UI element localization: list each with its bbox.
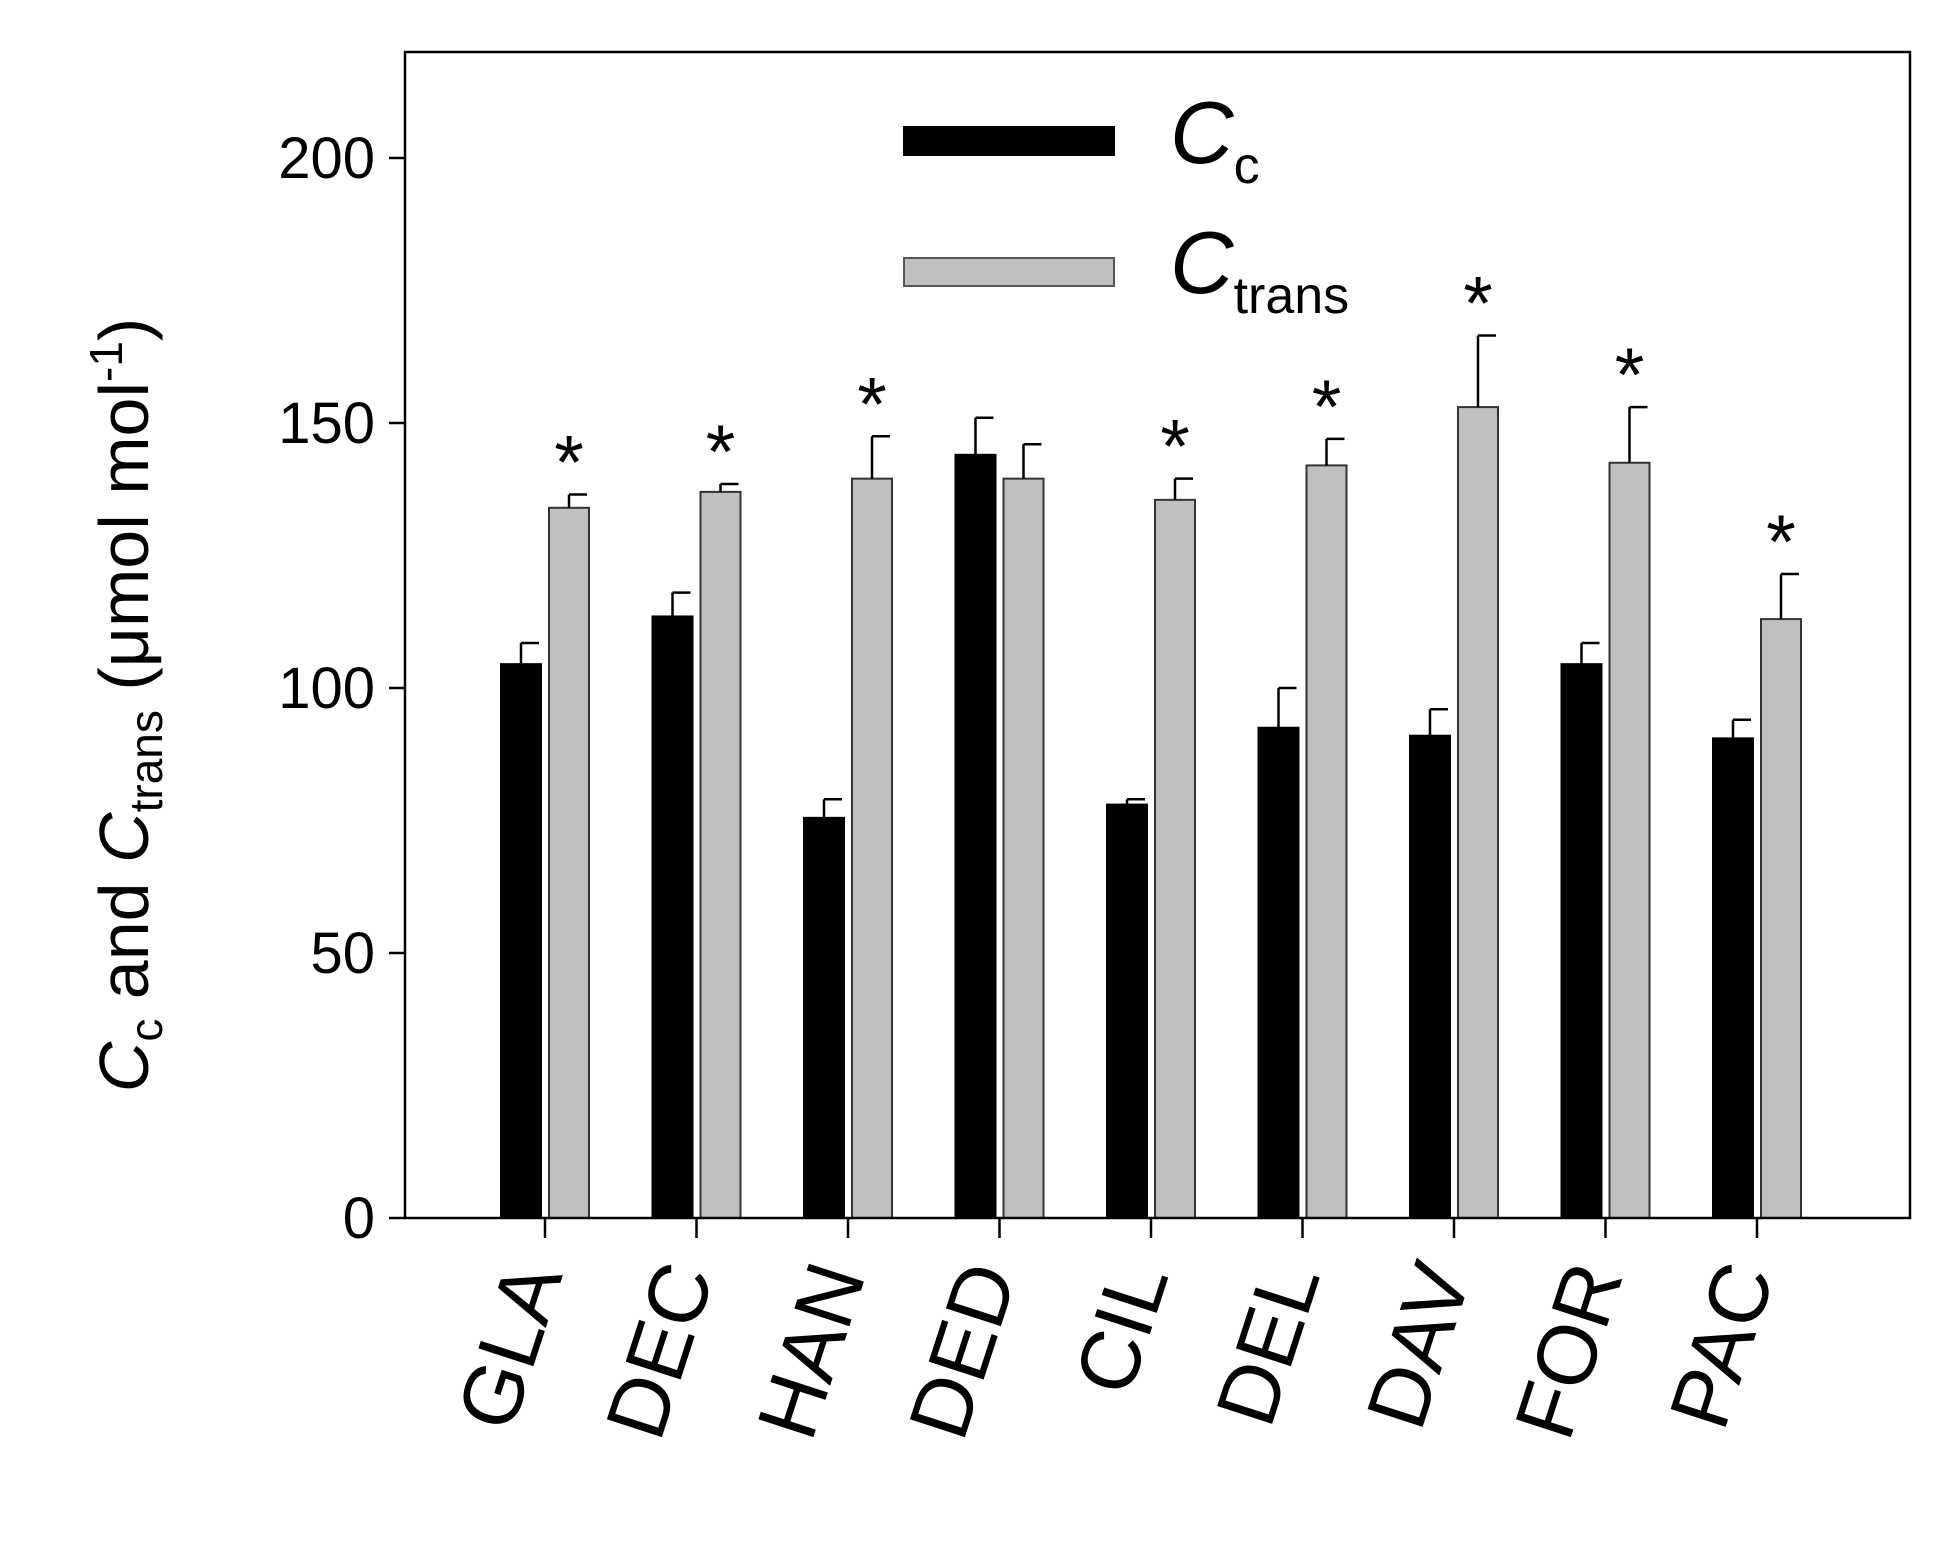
legend-label-cc: Cc: [1170, 83, 1260, 195]
y-axis-title-c: C: [85, 1041, 163, 1092]
y-axis-title-c-sub: c: [120, 1019, 172, 1042]
category-label: DEC: [587, 1252, 731, 1450]
bar-cc: [803, 816, 845, 1219]
bar-ctrans: [1305, 464, 1348, 1219]
bar-ctrans: [1154, 498, 1196, 1220]
significance-marker: *: [857, 362, 887, 447]
bar-cc: [651, 615, 694, 1219]
y-axis-title-close: ): [85, 318, 163, 341]
bar-ctrans: [699, 490, 742, 1219]
significance-marker: *: [1160, 405, 1190, 490]
category-label: HAN: [739, 1252, 883, 1450]
y-tick-label: 150: [278, 391, 375, 456]
bar-cc: [1257, 726, 1300, 1219]
bar-ctrans: [1457, 406, 1499, 1220]
bar-cc: [500, 663, 542, 1219]
significance-marker: *: [706, 410, 736, 495]
legend-label-ctrans-sub: trans: [1234, 267, 1350, 325]
y-axis-title-and: and: [85, 863, 163, 1019]
bar-ctrans: [1608, 461, 1651, 1219]
y-tick-label: 50: [310, 921, 375, 986]
bar-cc: [954, 453, 997, 1219]
legend-label-ctrans-main: C: [1170, 213, 1235, 312]
category-label: GLA: [439, 1252, 580, 1441]
bar-cc: [1560, 663, 1603, 1219]
y-tick-label: 100: [278, 656, 375, 721]
bar-cc: [1106, 803, 1148, 1219]
category-label: FOR: [1496, 1252, 1640, 1450]
bar-cc: [1409, 734, 1451, 1219]
bar-cc: [1712, 737, 1754, 1219]
y-axis-title-c2-sub: trans: [120, 710, 172, 812]
bar-ctrans: [1760, 618, 1802, 1219]
y-axis-title-unit: (μmol mol: [85, 382, 163, 710]
y-axis-title-unit-sup: -1: [80, 341, 132, 382]
category-label: DED: [890, 1252, 1034, 1450]
category-label: CIL: [1056, 1252, 1186, 1405]
significance-marker: *: [1312, 365, 1342, 450]
legend-swatch-cc: [903, 126, 1115, 156]
bar-ctrans: [1002, 477, 1045, 1219]
legend-label-ctrans: Ctrans: [1170, 213, 1349, 325]
significance-marker: *: [554, 421, 584, 506]
y-tick-label: 0: [343, 1186, 375, 1251]
legend-label-cc-sub: c: [1234, 137, 1260, 195]
legend-label-cc-main: C: [1170, 83, 1235, 182]
y-axis-title: Cc and Ctrans (μmol mol-1): [80, 318, 172, 1092]
legend-swatch-ctrans: [903, 257, 1115, 287]
bar-ctrans: [851, 477, 893, 1219]
category-label: DEL: [1198, 1252, 1338, 1436]
significance-marker: *: [1615, 333, 1645, 418]
significance-marker: *: [1463, 262, 1493, 347]
plot-frame: [403, 50, 1912, 1220]
legend: Cc Ctrans: [903, 83, 1349, 325]
category-label: PAC: [1651, 1252, 1792, 1439]
y-axis-title-c2: C: [85, 812, 163, 863]
y-tick-label: 200: [278, 126, 375, 191]
significance-marker: *: [1766, 500, 1796, 585]
category-label: DAV: [1348, 1252, 1489, 1439]
bar-ctrans: [548, 506, 590, 1219]
